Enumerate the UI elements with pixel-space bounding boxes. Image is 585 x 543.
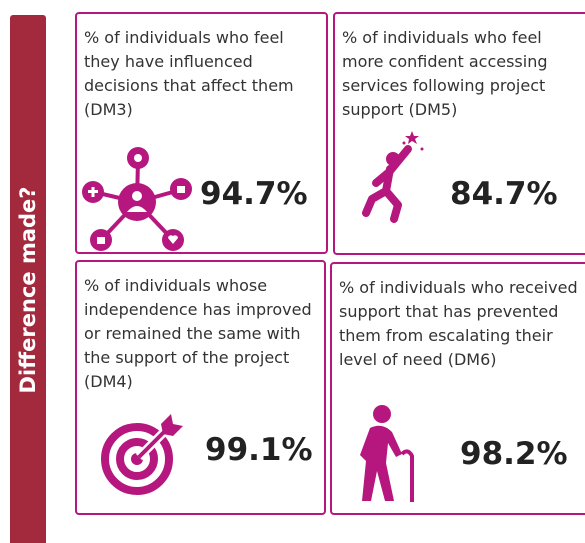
jump-icon	[362, 131, 424, 223]
card: % of individuals whose independence has …	[75, 260, 326, 515]
card-description: % of individuals who feel they have infl…	[84, 28, 294, 119]
card-description: % of individuals who received support th…	[339, 278, 578, 369]
card-value: 98.2%	[460, 436, 568, 472]
card: % of individuals who feel they have infl…	[75, 12, 328, 254]
target-icon	[101, 414, 183, 495]
card-description: % of individuals who feel more confident…	[342, 28, 548, 119]
sidebar	[10, 15, 46, 543]
card-value: 94.7%	[200, 176, 308, 212]
card: % of individuals who feel more confident…	[333, 12, 585, 255]
card-description: % of individuals whose independence has …	[84, 276, 312, 391]
sidebar-label: Difference made?	[16, 186, 40, 394]
card-value: 84.7%	[450, 176, 558, 212]
network-icon	[82, 147, 192, 251]
elderly-icon	[360, 405, 414, 502]
card: % of individuals who received support th…	[330, 262, 585, 515]
card-value: 99.1%	[205, 432, 313, 468]
